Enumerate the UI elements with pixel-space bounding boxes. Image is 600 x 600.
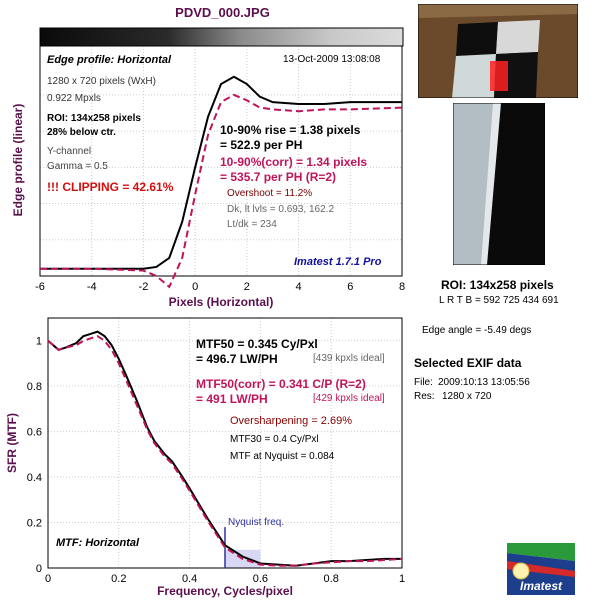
- lt-dk: Lt/dk = 234: [227, 219, 277, 230]
- exif-res-label: Res:: [414, 391, 435, 402]
- file-title: PDVD_000.JPG: [175, 5, 270, 20]
- roi-position: 28% below ctr.: [47, 127, 116, 138]
- mtf-y-tick: 0.2: [27, 518, 42, 530]
- edge-line-main: [40, 75, 402, 270]
- mtf-x-tick: 0.6: [253, 573, 268, 585]
- nyquist-label: Nyquist freq.: [228, 517, 285, 528]
- edge-grid: [39, 46, 403, 276]
- mtf-curves: [47, 330, 403, 568]
- mtf-at-nyquist: MTF at Nyquist = 0.084: [230, 451, 335, 462]
- exif-file-label: File:: [414, 377, 433, 388]
- exif-res-value: 1280 x 720: [442, 391, 492, 402]
- overshoot: Overshoot = 11.2%: [227, 188, 313, 199]
- roi-overview-image: [418, 4, 578, 98]
- edge-x-tick: -4: [87, 281, 97, 293]
- edge-profile-chart: -6 -4 -2 0 2 4 6 8 Pixels (Horizontal) Edge pro…: [11, 27, 405, 309]
- mtf-y-axis-label: SFR (MTF): [5, 413, 19, 473]
- mtf-y-tick: 0: [36, 563, 42, 575]
- edge-y-axis-label: Edge profile (linear): [11, 104, 25, 217]
- mtf50: MTF50 = 0.345 Cy/Pxl: [196, 337, 318, 351]
- edge-x-tick: 4: [296, 281, 302, 293]
- edge-x-tick: 0: [192, 281, 198, 293]
- mtf30: MTF30 = 0.4 Cy/Pxl: [230, 434, 319, 445]
- roi-crop-image: [453, 103, 545, 265]
- mtf-y-tick: 1: [36, 336, 42, 348]
- exif-file-value: 2009:10:13 13:05:56: [438, 377, 530, 388]
- mtf-ticks: 0 0.2 0.4 0.6 0.8 1 0 0.2 0.4 0.6 0.8 1: [27, 336, 405, 585]
- edge-x-tick: -6: [35, 281, 45, 293]
- imatest-version: Imatest 1.7.1 Pro: [294, 256, 382, 268]
- mtf-y-tick: 0.4: [27, 472, 42, 484]
- mtf-corner-label: MTF: Horizontal: [56, 537, 140, 549]
- edge-plot-frame: [39, 45, 403, 277]
- mtf-x-axis-label: Frequency, Cycles/pixel: [157, 584, 293, 598]
- mtf-x-tick: 1: [399, 573, 405, 585]
- mtf-y-tick: 0.6: [27, 427, 42, 439]
- edge-curves: [40, 75, 403, 289]
- mtf-x-tick: 0.4: [182, 573, 197, 585]
- rise-1: 10-90% rise = 1.38 pixels: [220, 123, 361, 137]
- mtf50-corr-ideal: [429 kpxls ideal]: [313, 393, 385, 404]
- mtf-x-tick: 0.2: [111, 573, 126, 585]
- roi-label: ROI: 134x258 pixels: [441, 278, 554, 292]
- mtf-y-tick: 0.8: [27, 381, 42, 393]
- edge-angle: Edge angle = -5.49 degs: [422, 325, 532, 336]
- exif-heading: Selected EXIF data: [414, 356, 522, 370]
- edge-x-tick: 2: [244, 281, 250, 293]
- rise-corr-1: 10-90%(corr) = 1.34 pixels: [220, 155, 368, 169]
- edge-corner-label: Edge profile: Horizontal: [47, 54, 172, 66]
- edge-x-ticks: -6 -4 -2 0 2 4 6 8: [35, 281, 405, 293]
- edge-x-tick: -2: [139, 281, 149, 293]
- rise-corr-2: = 535.7 per PH (R=2): [220, 170, 337, 184]
- mtf50-ideal: [439 kpxls ideal]: [313, 353, 385, 364]
- image-size: 1280 x 720 pixels (WxH): [47, 76, 156, 87]
- dk-lt-levels: Dk, lt lvls = 0.693, 162.2: [227, 204, 335, 215]
- rise-2: = 522.9 per PH: [220, 138, 303, 152]
- channel: Y-channel: [47, 146, 92, 157]
- edge-x-axis-label: Pixels (Horizontal): [169, 295, 274, 309]
- clipping-warning: !!! CLIPPING = 42.61%: [47, 180, 174, 194]
- edge-date: 13-Oct-2009 13:08:08: [283, 54, 381, 65]
- edge-line-corrected: [40, 93, 403, 289]
- imatest-logo: Imatest: [507, 543, 575, 595]
- edge-x-tick: 6: [347, 281, 353, 293]
- mpxls: 0.922 Mpxls: [47, 93, 101, 104]
- mtf-x-tick: 0.8: [324, 573, 339, 585]
- mtf-chart: 0 0.2 0.4 0.6 0.8 1 0 0.2 0.4 0.6 0.8 1 Frequency, …: [5, 317, 405, 598]
- logo-text: Imatest: [520, 579, 563, 593]
- gamma: Gamma = 0.5: [47, 161, 108, 172]
- mtf50-corr-lw: = 491 LW/PH: [196, 392, 268, 406]
- mtf-line-corrected: [47, 335, 403, 567]
- mtf50-corr: MTF50(corr) = 0.341 C/P (R=2): [196, 377, 366, 391]
- mtf50-lw: = 496.7 LW/PH: [196, 352, 278, 366]
- edge-x-tick: 8: [399, 281, 405, 293]
- roi-size: ROI: 134x258 pixels: [47, 113, 141, 124]
- gray-ramp-bar: [39, 27, 404, 47]
- mtf-x-tick: 0: [45, 573, 51, 585]
- roi-coords: L R T B = 592 725 434 691: [439, 295, 559, 306]
- oversharpening: Oversharpening = 2.69%: [230, 415, 352, 427]
